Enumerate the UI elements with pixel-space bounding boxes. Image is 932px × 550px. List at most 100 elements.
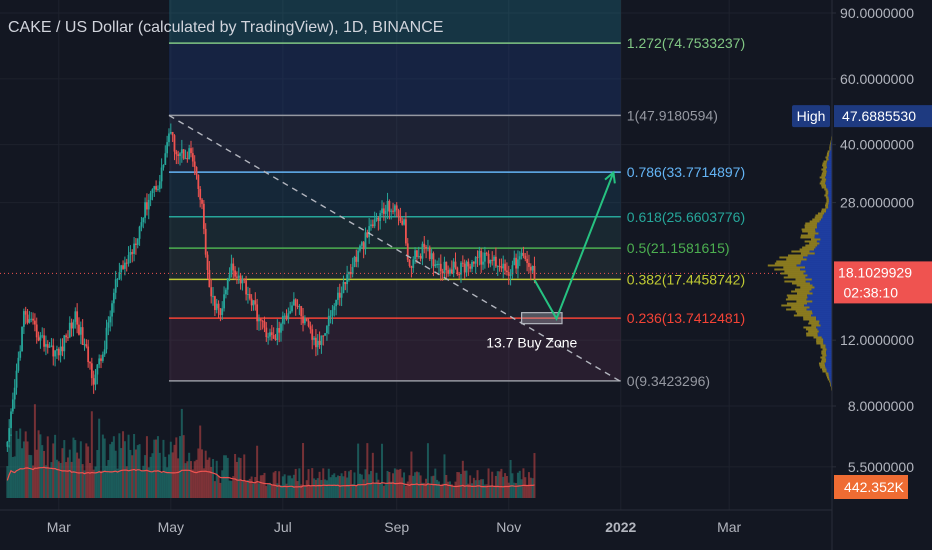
candle-body xyxy=(298,306,301,308)
volume-bar xyxy=(414,472,417,498)
candle-body xyxy=(94,374,97,385)
candle-body xyxy=(381,208,383,214)
volume-profile-up xyxy=(828,158,832,161)
candle-body xyxy=(417,256,420,258)
candle-body xyxy=(331,310,334,316)
volume-bar xyxy=(522,468,525,498)
candle-body xyxy=(19,351,22,358)
volume-profile-up xyxy=(830,382,832,385)
y-tick-label: 40.0000000 xyxy=(840,137,914,153)
volume-profile-down xyxy=(820,346,826,349)
candle-body xyxy=(366,232,369,238)
fib-band xyxy=(168,43,621,116)
volume-profile-down xyxy=(791,282,810,285)
candle-body xyxy=(79,327,82,335)
candle-body xyxy=(136,238,139,245)
candle-body xyxy=(283,315,286,317)
volume-bar xyxy=(43,450,46,498)
volume-bar xyxy=(437,481,440,498)
candle-body xyxy=(452,261,455,274)
volume-profile-up xyxy=(816,326,832,329)
volume-bar xyxy=(432,475,435,498)
candle-body xyxy=(146,202,148,210)
volume-bar xyxy=(109,444,112,498)
volume-profile-up xyxy=(812,284,832,287)
volume-profile-down xyxy=(821,210,827,213)
volume-bar xyxy=(111,441,114,498)
candle-body xyxy=(116,278,119,280)
volume-bar xyxy=(59,463,62,498)
candle-body xyxy=(494,256,497,267)
candle-body xyxy=(305,318,308,321)
volume-bar xyxy=(307,469,310,498)
candle-body xyxy=(241,279,244,284)
candle-body xyxy=(456,267,459,275)
volume-bar xyxy=(267,483,270,498)
candle-body xyxy=(270,332,273,336)
volume-bar xyxy=(252,483,255,498)
volume-profile-down xyxy=(819,364,826,367)
candle-body xyxy=(21,326,23,352)
candle-body xyxy=(221,308,224,315)
volume-bar xyxy=(450,484,453,498)
volume-profile-down xyxy=(829,144,831,147)
candle-body xyxy=(355,256,358,262)
candle-body xyxy=(46,344,49,348)
candle-body xyxy=(292,299,295,306)
volume-profile-down xyxy=(788,254,808,257)
volume-bar xyxy=(309,485,312,498)
candle-body xyxy=(166,142,169,154)
volume-bar xyxy=(441,483,444,498)
candle-body xyxy=(147,199,150,210)
volume-profile-down xyxy=(819,176,826,179)
volume-bar xyxy=(210,466,213,498)
candle-body xyxy=(258,319,260,322)
volume-profile-down xyxy=(822,370,827,373)
volume-bar xyxy=(291,478,294,498)
chart-title: CAKE / US Dollar (calculated by TradingV… xyxy=(8,19,444,36)
volume-bar xyxy=(193,461,196,498)
candle-body xyxy=(276,328,279,340)
candle-body xyxy=(364,232,367,250)
volume-profile-down xyxy=(786,308,807,311)
volume-profile-up xyxy=(823,340,832,343)
candle-body xyxy=(285,315,288,320)
volume-bar xyxy=(153,439,156,498)
candle-body xyxy=(509,274,512,276)
volume-profile-down xyxy=(800,252,815,255)
volume-profile-down xyxy=(820,344,826,347)
volume-profile-up xyxy=(803,272,832,275)
volume-profile-down xyxy=(801,228,816,231)
volume-bar xyxy=(302,443,305,498)
volume-bar xyxy=(17,438,20,498)
candle-body xyxy=(237,275,240,278)
fib-level-label: 1(47.9180594) xyxy=(627,107,718,123)
current-price-tag xyxy=(834,261,932,304)
volume-bar xyxy=(491,471,494,498)
volume-bar xyxy=(419,475,422,498)
volume-bar xyxy=(144,455,147,498)
volume-bar xyxy=(406,481,409,498)
fib-level-label: 0(9.3423296) xyxy=(627,373,710,389)
volume-bar xyxy=(401,477,404,498)
volume-bar xyxy=(388,471,391,498)
candle-body xyxy=(474,257,477,264)
volume-bar xyxy=(456,472,459,498)
candle-body xyxy=(326,326,328,334)
volume-profile-up xyxy=(824,212,832,215)
volume-bar xyxy=(101,434,104,498)
volume-bar xyxy=(316,478,319,498)
volume-profile-down xyxy=(786,302,808,305)
volume-profile-up xyxy=(829,154,832,157)
candle-body xyxy=(164,153,167,165)
candle-body xyxy=(56,348,58,351)
candle-body xyxy=(37,337,40,341)
candle-body xyxy=(190,148,192,154)
volume-bar xyxy=(421,482,424,498)
volume-profile-up xyxy=(822,214,832,217)
volume-bar xyxy=(480,479,483,498)
candle-body xyxy=(157,188,159,190)
volume-bar xyxy=(116,468,119,498)
volume-profile-down xyxy=(796,292,813,295)
